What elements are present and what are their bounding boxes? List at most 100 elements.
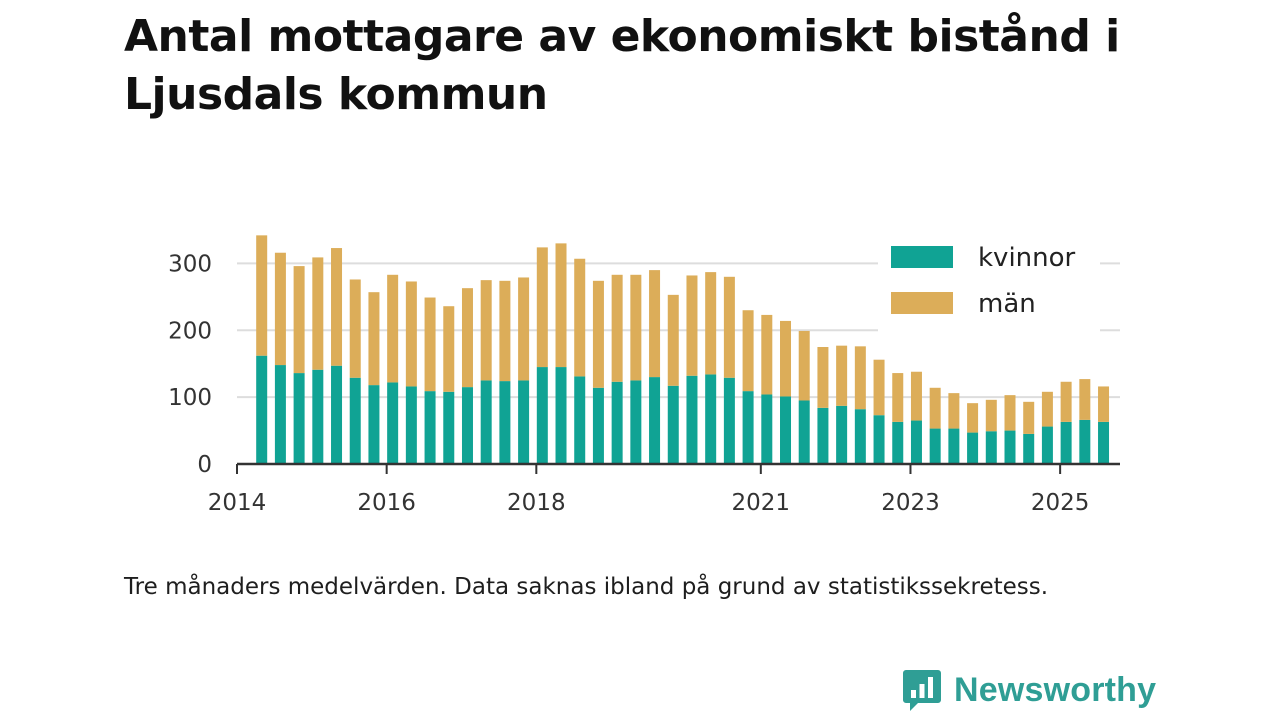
bar-man — [1060, 381, 1072, 422]
bar-kvinnor — [480, 380, 492, 464]
bar-man — [1098, 386, 1110, 422]
bar-kvinnor — [630, 380, 642, 464]
bar-man — [1079, 379, 1091, 420]
bar-man — [929, 387, 941, 429]
bar-kvinnor — [854, 409, 866, 464]
bar-kvinnor — [611, 381, 623, 464]
x-tick-label: 2023 — [881, 490, 940, 516]
newsworthy-logo-icon — [903, 670, 941, 711]
bar-kvinnor — [967, 432, 979, 464]
bar-man — [536, 247, 548, 368]
bar-man — [293, 266, 305, 374]
bar-man — [967, 403, 979, 433]
bar-man — [387, 274, 399, 383]
bar-man — [985, 399, 997, 432]
bar-kvinnor — [649, 377, 661, 464]
bar-kvinnor — [499, 381, 511, 464]
bars — [256, 235, 1110, 464]
bar-man — [798, 330, 810, 401]
chart-title: Antal mottagare av ekonomiskt bistånd i … — [124, 11, 1120, 120]
bar-man — [331, 248, 343, 366]
y-tick-label: 300 — [168, 251, 212, 277]
bar-kvinnor — [686, 375, 698, 464]
bar-man — [555, 243, 567, 368]
bar-kvinnor — [349, 377, 361, 464]
bar-kvinnor — [405, 386, 417, 464]
legend-swatch-kvinnor — [891, 246, 953, 268]
bar-man — [1004, 395, 1016, 431]
bar-man — [723, 276, 735, 378]
bar-man — [910, 371, 922, 421]
brand-name: Newsworthy — [954, 670, 1157, 709]
x-tick-label: 2016 — [357, 490, 416, 516]
bar-kvinnor — [536, 367, 548, 464]
bar-kvinnor — [892, 421, 904, 464]
bar-kvinnor — [798, 400, 810, 464]
bar-man — [405, 281, 417, 387]
bar-man — [892, 373, 904, 422]
bar-kvinnor — [873, 415, 885, 464]
bar-kvinnor — [817, 407, 829, 464]
bar-kvinnor — [1060, 421, 1072, 464]
bar-man — [630, 274, 642, 381]
bar-man — [592, 280, 604, 388]
bar-man — [1041, 391, 1053, 427]
bar-man — [854, 346, 866, 410]
x-tick-label: 2014 — [208, 490, 267, 516]
bar-kvinnor — [555, 367, 567, 464]
bar-man — [574, 258, 586, 377]
bar-kvinnor — [1079, 419, 1091, 464]
bar-man — [686, 275, 698, 376]
bar-kvinnor — [948, 428, 960, 464]
bar-man — [611, 274, 623, 382]
bar-man — [1023, 401, 1035, 434]
x-tick-label: 2018 — [507, 490, 566, 516]
bar-man — [424, 297, 436, 392]
bar-man — [649, 270, 661, 378]
legend-label-man: män — [978, 289, 1036, 319]
x-tick-label: 2025 — [1031, 490, 1090, 516]
bar-kvinnor — [387, 382, 399, 464]
bar-kvinnor — [256, 355, 268, 464]
bar-kvinnor — [667, 385, 679, 464]
bar-kvinnor — [1004, 430, 1016, 464]
y-tick-label: 0 — [197, 452, 212, 478]
y-tick-label: 200 — [168, 318, 212, 344]
bar-kvinnor — [780, 396, 792, 464]
bar-man — [518, 277, 530, 381]
y-tick-label: 100 — [168, 385, 212, 411]
bar-man — [368, 292, 380, 386]
bar-man — [761, 314, 773, 395]
bar-kvinnor — [574, 376, 586, 464]
bar-man — [256, 235, 268, 356]
legend-swatch-man — [891, 292, 953, 314]
bar-kvinnor — [985, 431, 997, 464]
bar-kvinnor — [836, 405, 848, 464]
bar-kvinnor — [742, 391, 754, 464]
bar-kvinnor — [761, 394, 773, 464]
bar-man — [461, 288, 473, 388]
bar-kvinnor — [1041, 426, 1053, 464]
bar-kvinnor — [443, 391, 455, 464]
bar-kvinnor — [592, 387, 604, 464]
bar-kvinnor — [293, 373, 305, 464]
bar-man — [742, 310, 754, 392]
chart-footnote: Tre månaders medelvärden. Data saknas ib… — [124, 574, 1049, 600]
bar-man — [705, 272, 717, 375]
brand-logo: Newsworthy — [902, 668, 1156, 712]
bar-man — [780, 320, 792, 397]
legend-label-kvinnor: kvinnor — [978, 243, 1076, 273]
bar-kvinnor — [331, 365, 343, 464]
bar-kvinnor — [274, 365, 286, 464]
bar-man — [499, 280, 511, 382]
bar-kvinnor — [312, 369, 324, 464]
bar-kvinnor — [1098, 421, 1110, 464]
bar-man — [443, 306, 455, 392]
bar-man — [480, 280, 492, 381]
bar-kvinnor — [1023, 433, 1035, 464]
bar-kvinnor — [461, 387, 473, 464]
bar-kvinnor — [723, 377, 735, 464]
bar-man — [836, 345, 848, 406]
bar-man — [349, 279, 361, 378]
bar-man — [948, 393, 960, 429]
